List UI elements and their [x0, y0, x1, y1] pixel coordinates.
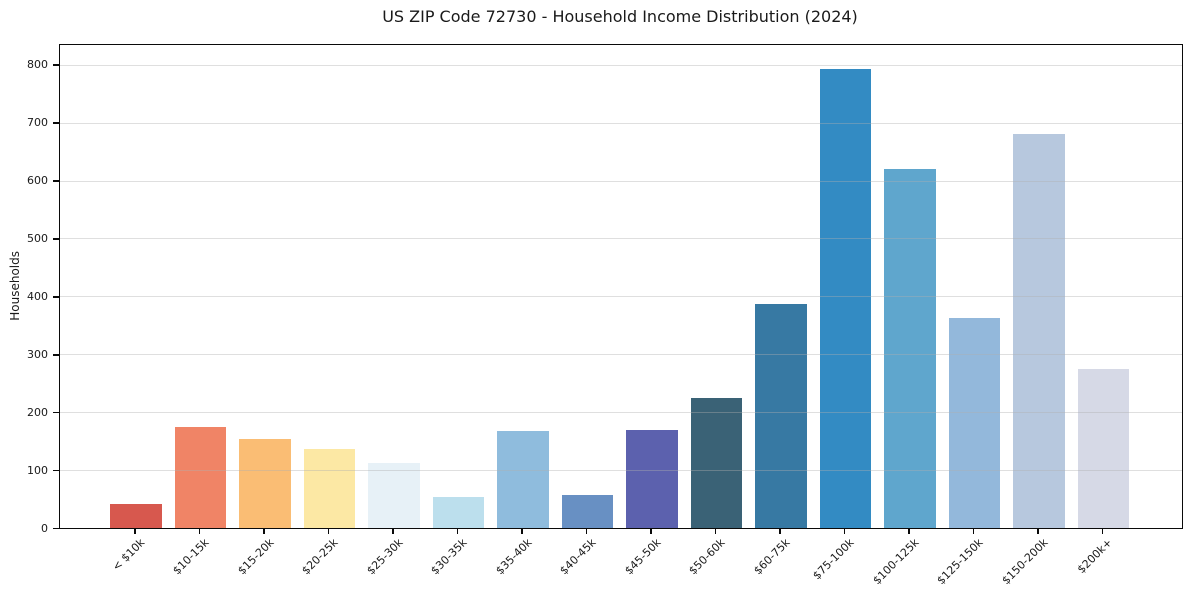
x-tick-mark: [263, 528, 265, 534]
x-tick-label: $40-45k: [557, 536, 599, 578]
x-tick-label: $100-125k: [869, 536, 922, 588]
y-tick-mark: [53, 122, 59, 124]
x-tick-mark: [521, 528, 523, 534]
x-tick-mark: [779, 528, 781, 534]
x-tick-mark: [1037, 528, 1039, 534]
x-tick-mark: [650, 528, 652, 534]
x-tick-mark: [908, 528, 910, 534]
bar--125-150k: [948, 318, 1001, 528]
y-tick-mark: [53, 64, 59, 66]
bar--20-25k: [303, 448, 356, 528]
bar--25-30k: [368, 463, 420, 528]
bar--50-60k: [690, 398, 743, 528]
chart-title: US ZIP Code 72730 - Household Income Dis…: [382, 7, 858, 26]
y-tick-label: 500: [27, 231, 48, 245]
y-tick-label: 400: [27, 289, 48, 303]
x-tick-mark: [714, 528, 717, 534]
y-tick-mark: [53, 296, 59, 298]
bar--75-100k: [819, 68, 872, 528]
bar--10k: [110, 503, 162, 528]
bar--150-200k: [1013, 133, 1065, 528]
x-tick-label: $75-100k: [810, 536, 857, 583]
x-tick-mark: [392, 528, 394, 534]
y-axis-label: Households: [8, 250, 22, 321]
gridline: [60, 122, 1182, 124]
bar--35-40k: [497, 431, 549, 528]
x-tick-label: $60-75k: [750, 536, 793, 578]
y-tick-label: 600: [27, 174, 48, 188]
x-tick-label: $125-150k: [934, 536, 986, 588]
x-tick-label: $15-20k: [234, 536, 277, 578]
x-tick-mark: [134, 528, 136, 534]
y-tick-label: 100: [27, 463, 48, 477]
x-tick-label: $200k+: [1074, 536, 1115, 577]
x-tick-mark: [843, 528, 846, 534]
x-tick-label: $20-25k: [299, 536, 341, 578]
y-tick-label: 300: [27, 347, 48, 361]
x-tick-label: $50-60k: [686, 536, 728, 578]
x-tick-mark: [585, 528, 588, 534]
bar--15-20k: [239, 438, 291, 528]
x-tick-mark: [327, 528, 330, 534]
x-tick-label: $25-30k: [363, 536, 406, 578]
y-tick-mark: [53, 469, 59, 472]
y-tick-label: 700: [27, 116, 48, 130]
x-tick-label: $30-35k: [428, 536, 470, 578]
y-tick-mark: [53, 238, 59, 240]
plot-area: [59, 44, 1183, 529]
x-tick-label: < $10k: [109, 536, 148, 574]
bar--30-35k: [432, 496, 485, 528]
x-tick-mark: [1101, 528, 1104, 534]
x-tick-mark: [972, 528, 975, 534]
x-tick-label: $35-40k: [492, 536, 535, 578]
bar--45-50k: [626, 429, 678, 528]
y-tick-label: 200: [27, 405, 48, 419]
x-tick-label: $10-15k: [170, 536, 212, 578]
y-tick-label: 800: [27, 58, 48, 72]
x-tick-mark: [456, 528, 459, 534]
x-tick-label: $150-200k: [998, 536, 1051, 588]
bar--200k+: [1077, 368, 1130, 528]
y-tick-label: 0: [41, 521, 48, 535]
bar--60-75k: [755, 304, 807, 528]
x-tick-mark: [198, 528, 201, 534]
y-tick-mark: [53, 527, 59, 530]
y-tick-mark: [53, 411, 59, 414]
gridline: [60, 64, 1182, 66]
bar--100-125k: [884, 168, 936, 528]
bar--10-15k: [174, 427, 227, 528]
x-tick-label: $45-50k: [621, 536, 664, 578]
y-tick-mark: [53, 354, 59, 356]
bar--40-45k: [561, 495, 614, 528]
y-tick-mark: [53, 180, 59, 182]
